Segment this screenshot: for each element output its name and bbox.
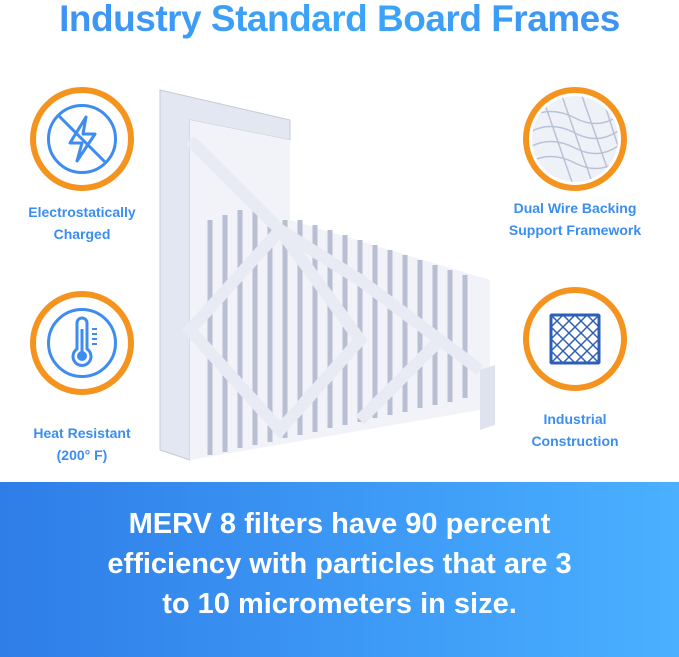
feature-label: Support Framework (508, 222, 642, 238)
wire-mesh-icon (532, 96, 618, 182)
feature-label: (200° F) (56, 447, 108, 463)
grid-frame-icon (540, 304, 610, 374)
banner-line: efficiency with particles that are 3 (107, 548, 572, 580)
feature-label: Heat Resistant (33, 425, 131, 441)
feature-dual-wire: Dual Wire Backing Support Framework (495, 87, 655, 241)
page-title: Industry Standard Board Frames (0, 0, 679, 40)
feature-heat-resistant: Heat Resistant (200° F) (2, 291, 162, 466)
icon-ring (30, 87, 134, 191)
banner-line: MERV 8 filters have 90 percent (128, 508, 551, 540)
feature-label: Charged (53, 226, 111, 242)
air-filter-image (159, 89, 495, 461)
feature-label: Electrostatically (28, 204, 136, 220)
feature-label: Dual Wire Backing (513, 200, 637, 216)
thermometer-icon (47, 308, 117, 378)
icon-ring (30, 291, 134, 395)
icon-ring (523, 87, 627, 191)
banner-line: to 10 micrometers in size. (162, 588, 517, 620)
feature-industrial: Industrial Construction (495, 287, 655, 452)
no-static-lightning-icon (47, 104, 117, 174)
icon-ring (523, 287, 627, 391)
feature-electrostatic: Electrostatically Charged (2, 87, 162, 245)
feature-label: Construction (531, 433, 619, 449)
feature-label: Industrial (543, 411, 607, 427)
info-banner: MERV 8 filters have 90 percent efficienc… (0, 482, 679, 657)
